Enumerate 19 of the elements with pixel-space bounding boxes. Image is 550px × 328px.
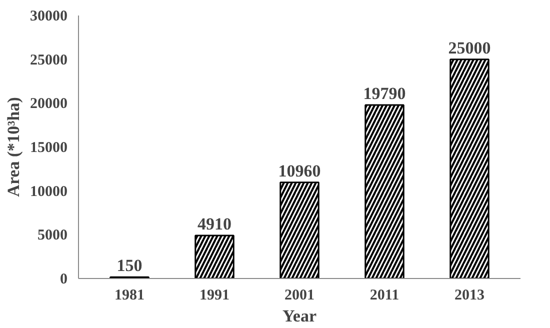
data-label: 10960 (278, 161, 321, 180)
x-tick-label: 2011 (370, 288, 400, 304)
x-tick-label: 2013 (454, 288, 484, 304)
data-label: 19790 (363, 84, 406, 104)
x-tick-label: 1981 (114, 288, 144, 304)
y-tick-label: 20000 (30, 96, 68, 112)
y-tick-label: 0 (60, 272, 68, 288)
data-label: 25000 (448, 38, 491, 58)
y-tick-label: 30000 (30, 8, 68, 24)
x-tick-label: 1991 (200, 288, 230, 304)
y-axis-title: Area (*10³ha) (4, 97, 23, 197)
y-tick-label: 5000 (38, 228, 68, 244)
x-axis-title: Year (282, 306, 317, 326)
x-tick-label: 2001 (284, 288, 314, 304)
y-tick-label: 15000 (30, 140, 68, 156)
y-tick-label: 10000 (30, 184, 68, 200)
data-label: 4910 (198, 214, 232, 234)
data-label: 150 (116, 256, 142, 276)
y-tick-label: 25000 (30, 52, 68, 68)
